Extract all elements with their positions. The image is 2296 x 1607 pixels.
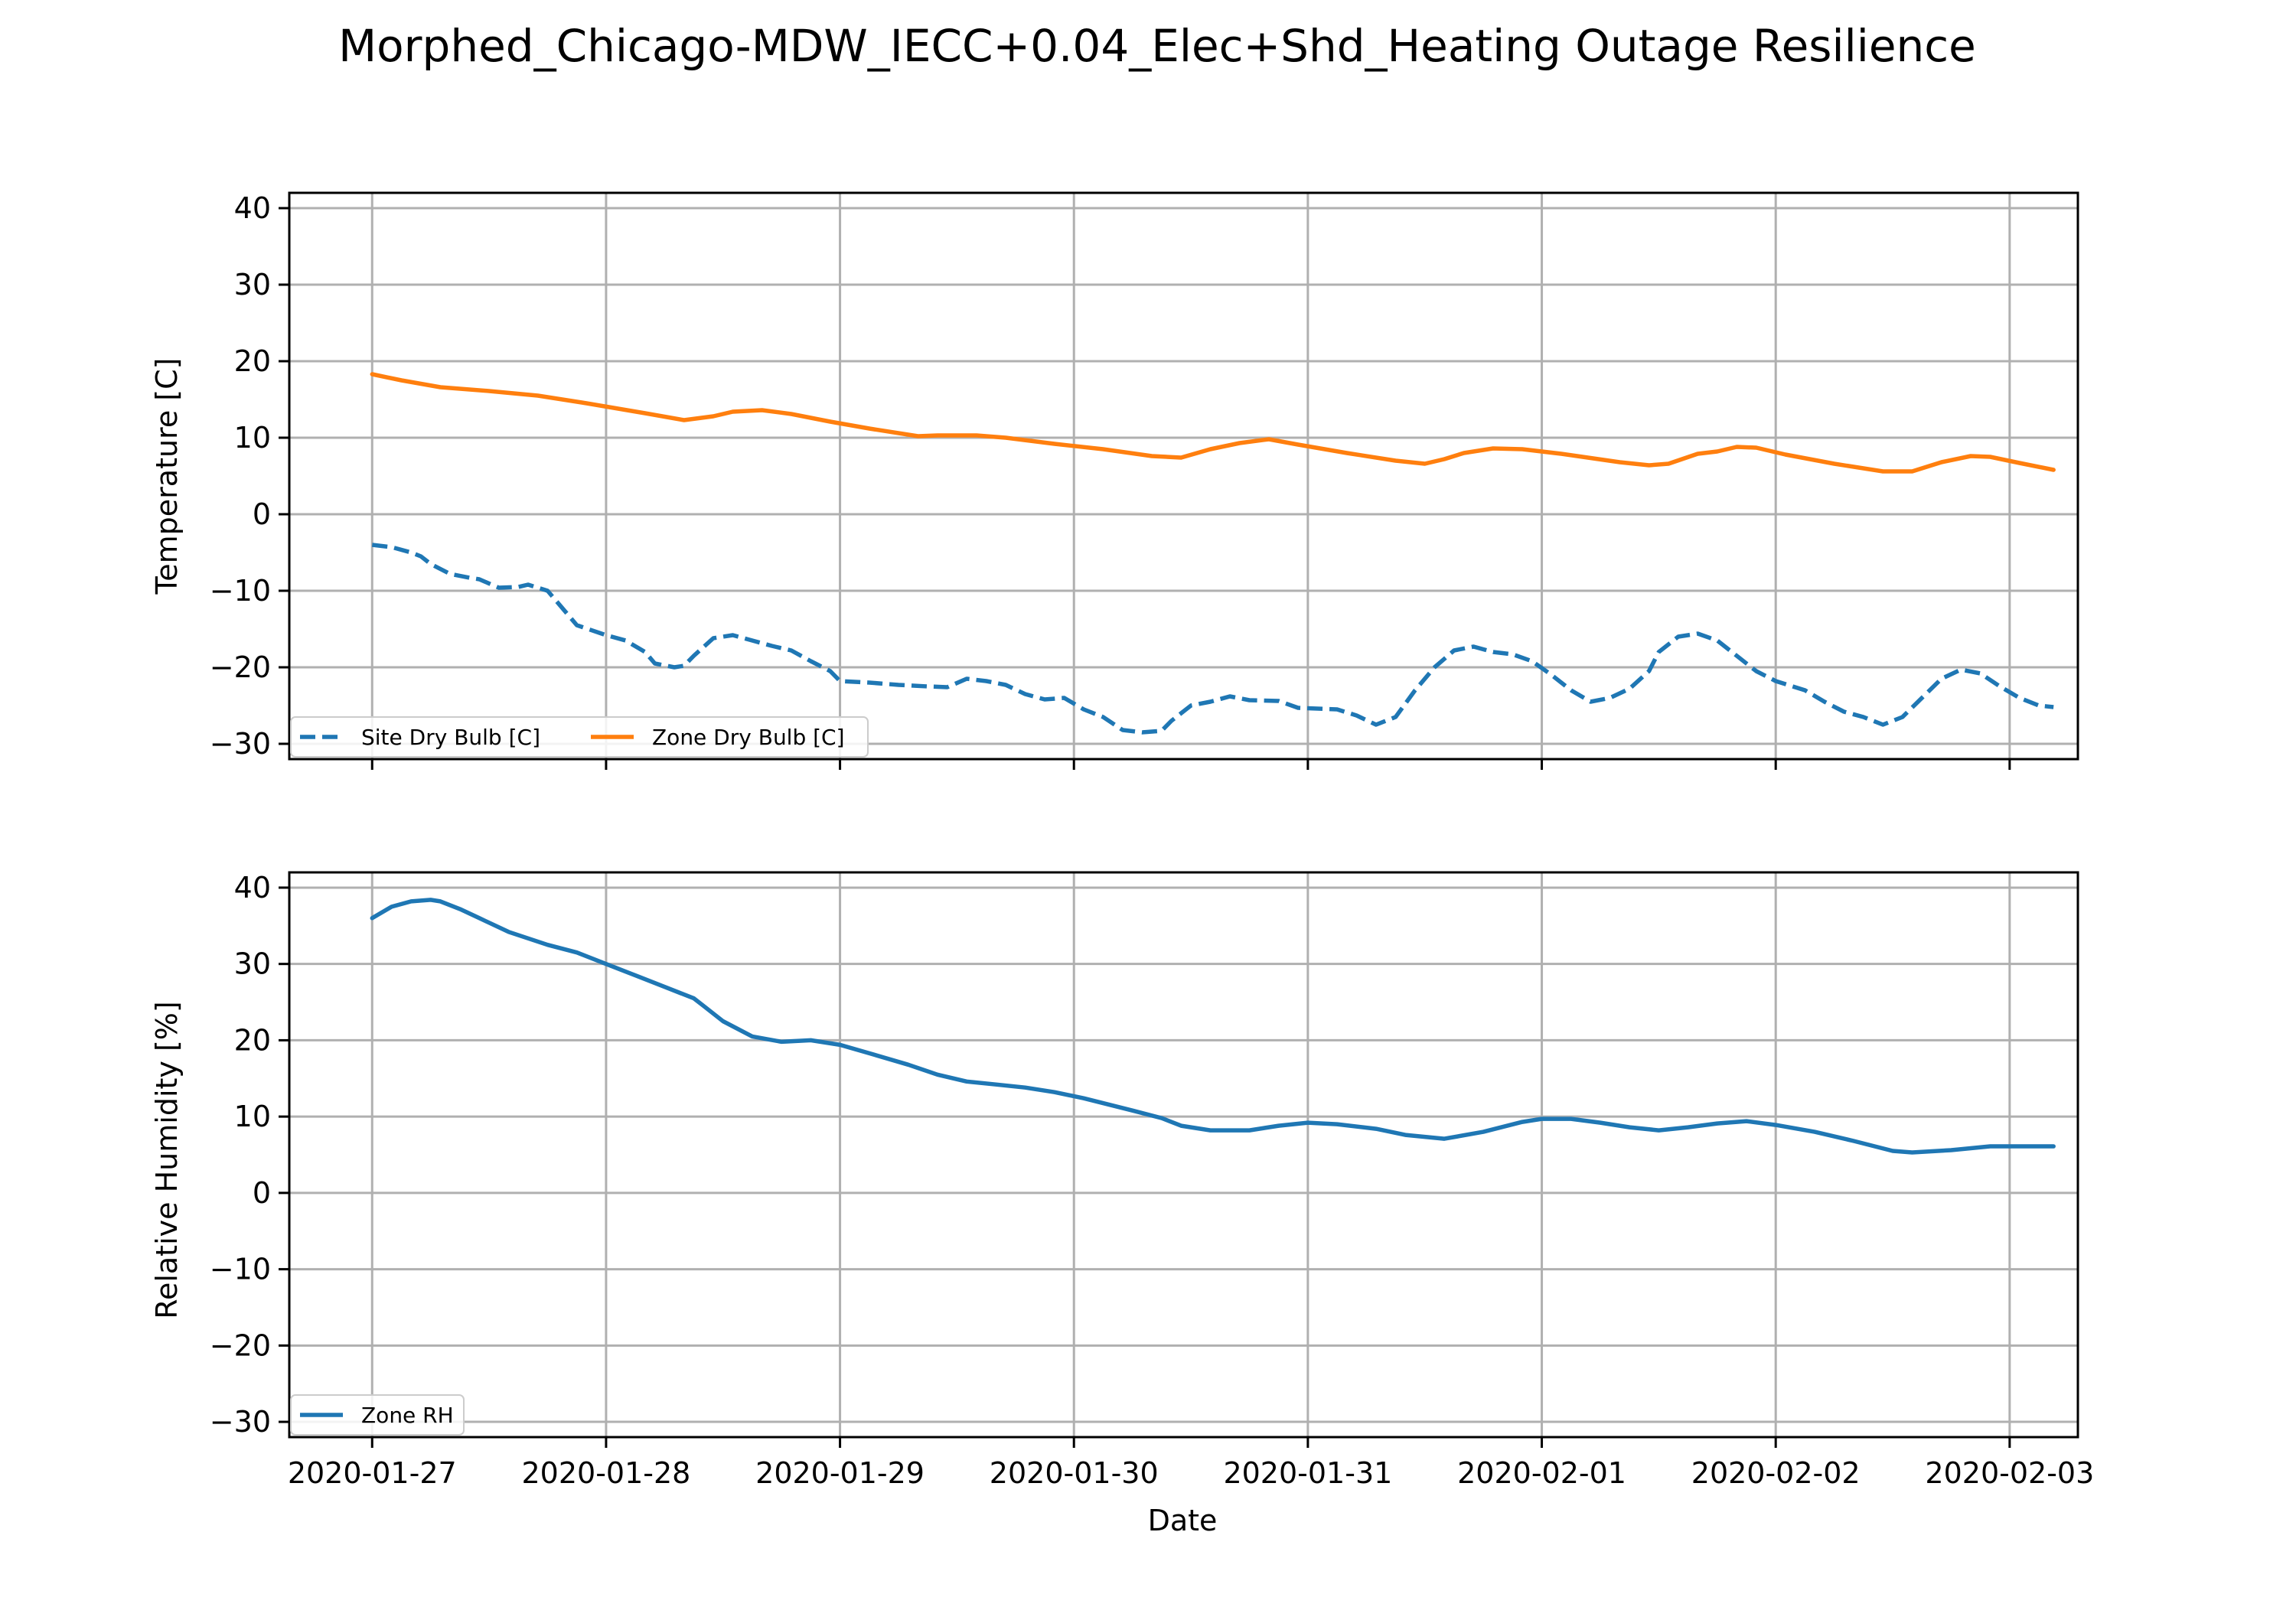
humidity-y-axis-label: Relative Humidity [%]	[150, 1001, 184, 1319]
humidity-subplot: −30 −20 −10 0 10 20 30 40 2020-01-27 2020-01-28 20…	[150, 871, 2094, 1490]
humidity-y-tick-label: −30	[210, 1405, 271, 1439]
temperature-legend: Site Dry Bulb [C] Zone Dry Bulb [C]	[290, 716, 869, 758]
humidity-x-tick-label: 2020-02-02	[1691, 1456, 1861, 1490]
temperature-y-tick-label: 30	[234, 268, 271, 302]
temperature-y-tick-label: 10	[234, 421, 271, 455]
temperature-y-tick-label: −30	[210, 727, 271, 761]
humidity-x-tick-label: 2020-02-03	[1925, 1456, 2094, 1490]
humidity-x-tick-label: 2020-01-31	[1223, 1456, 1392, 1490]
legend-label: Site Dry Bulb [C]	[361, 725, 540, 750]
humidity-axes: −30 −20 −10 0 10 20 30 40 2020-01-27 2020-01-28 20…	[210, 871, 2094, 1490]
series-line-zone-rh	[370, 898, 2056, 1155]
humidity-y-tick-label: 30	[234, 947, 271, 981]
humidity-y-tick-label: 0	[253, 1176, 271, 1210]
temperature-axes-frame	[288, 191, 2079, 761]
humidity-plot-area	[370, 898, 2056, 1155]
legend-label: Zone RH	[361, 1403, 454, 1428]
temperature-grid	[289, 193, 2078, 759]
humidity-grid	[289, 872, 2078, 1437]
temperature-axes: −30 −20 −10 0 10 20 30 40	[210, 191, 2079, 770]
humidity-y-tick-label: 20	[234, 1023, 271, 1057]
humidity-y-tick-label: 10	[234, 1100, 271, 1133]
temperature-legend-box	[290, 716, 869, 758]
humidity-x-tick-label: 2020-02-01	[1457, 1456, 1626, 1490]
temperature-subplot: −30 −20 −10 0 10 20 30 40 Temperature [C] Site …	[150, 191, 2079, 770]
temperature-y-tick-label: 0	[253, 497, 271, 531]
legend-label: Zone Dry Bulb [C]	[652, 725, 845, 750]
humidity-legend-box	[290, 1394, 465, 1436]
temperature-y-tick-label: −10	[210, 574, 271, 608]
temperature-y-axis-label: Temperature [C]	[150, 358, 184, 595]
humidity-x-tick-label: 2020-01-28	[521, 1456, 690, 1490]
temperature-y-tick-label: 40	[234, 191, 271, 225]
humidity-y-tick-label: 40	[234, 871, 271, 905]
x-axis-label: Date	[1148, 1504, 1218, 1537]
humidity-x-tick-label: 2020-01-30	[990, 1456, 1159, 1490]
figure-title: Morphed_Chicago-MDW_IECC+0.04_Elec+Shd_H…	[338, 20, 1976, 72]
series-line-site-dry-bulb-c	[371, 543, 2054, 735]
humidity-x-tick-label: 2020-01-29	[755, 1456, 925, 1490]
temperature-y-tick-label: −20	[210, 650, 271, 684]
humidity-y-tick-label: −10	[210, 1253, 271, 1286]
series-line-zone-dry-bulb-c	[370, 372, 2056, 474]
humidity-legend: Zone RH	[290, 1394, 465, 1436]
temperature-plot-area	[370, 372, 2056, 735]
temperature-y-tick-label: 20	[234, 344, 271, 378]
humidity-x-tick-label: 2020-01-27	[288, 1456, 457, 1490]
humidity-axes-frame	[288, 871, 2079, 1439]
humidity-y-tick-label: −20	[210, 1328, 271, 1362]
